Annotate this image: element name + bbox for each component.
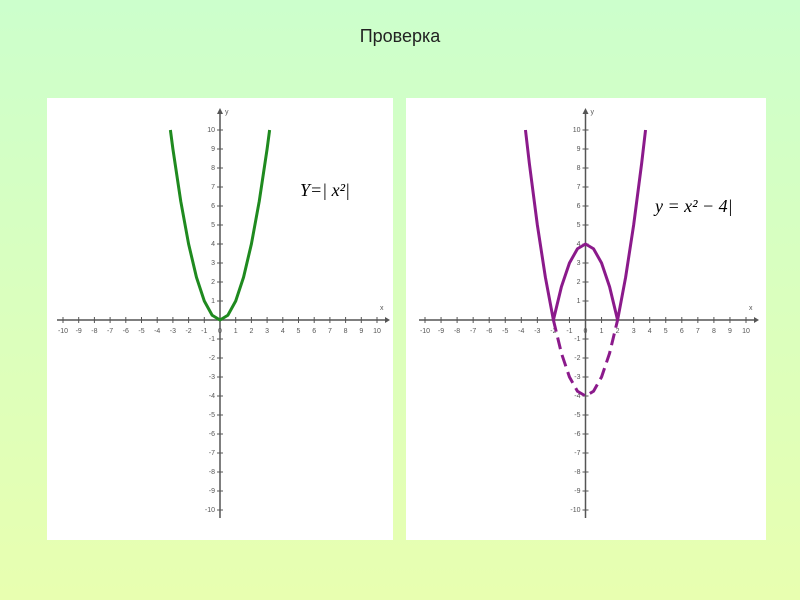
y-tick-label: 8	[211, 165, 215, 172]
y-tick-label: 1	[577, 298, 581, 305]
x-tick-label: -4	[154, 328, 160, 335]
y-tick-label: -7	[209, 450, 215, 457]
x-tick-label: -8	[91, 328, 97, 335]
y-tick-label: 6	[577, 203, 581, 210]
x-tick-label: 9	[359, 328, 363, 335]
y-tick-label: -6	[574, 431, 580, 438]
x-tick-label: 8	[344, 328, 348, 335]
x-tick-label: -7	[470, 328, 476, 335]
y-tick-label: -2	[574, 355, 580, 362]
y-tick-label: 10	[207, 127, 215, 134]
x-tick-label: 7	[328, 328, 332, 335]
x-axis-label: x	[380, 305, 384, 312]
y-tick-label: -9	[209, 488, 215, 495]
x-tick-label: 10	[373, 328, 381, 335]
y-tick-label: -4	[574, 393, 580, 400]
y-tick-label: -1	[574, 336, 580, 343]
x-tick-label: -10	[420, 328, 430, 335]
chart: xy-10 -9 -8 -7 -6 -5 -4 -3 -2 -1 0 1 2 3 4 5 6 7 8 9 10-10-9…	[406, 98, 766, 540]
x-tick-label: -5	[138, 328, 144, 335]
y-tick-label: -3	[209, 374, 215, 381]
curve	[551, 319, 620, 398]
x-axis-label: x	[749, 305, 753, 312]
x-tick-label: 1	[234, 328, 238, 335]
x-tick-label: -1	[201, 328, 207, 335]
chart: xy-10 -9 -8 -7 -6 -5 -4 -3 -2 -1 0 1 2 3 4 5 6 7 8 9 10-10-9…	[47, 98, 393, 540]
x-tick-label: -2	[185, 328, 191, 335]
y-tick-label: 9	[211, 146, 215, 153]
y-tick-label: -1	[209, 336, 215, 343]
y-axis-label: y	[591, 109, 595, 116]
x-tick-label: -9	[438, 328, 444, 335]
y-tick-label: 7	[577, 184, 581, 191]
x-tick-label: 3	[632, 328, 636, 335]
y-tick-label: -10	[570, 507, 580, 514]
y-arrow	[582, 108, 589, 114]
x-tick-label: -6	[123, 328, 129, 335]
x-tick-label: -3	[170, 328, 176, 335]
y-tick-label: 2	[211, 279, 215, 286]
x-tick-label: 2	[249, 328, 253, 335]
y-tick-label: -3	[574, 374, 580, 381]
x-tick-label: -2	[550, 328, 556, 335]
x-tick-label: 3	[265, 328, 269, 335]
x-tick-label: 9	[728, 328, 732, 335]
x-tick-label: 8	[712, 328, 716, 335]
y-tick-label: -5	[574, 412, 580, 419]
y-tick-label: 9	[577, 146, 581, 153]
y-tick-label: 6	[211, 203, 215, 210]
x-tick-label: 6	[680, 328, 684, 335]
y-tick-label: -10	[205, 507, 215, 514]
y-tick-label: 1	[211, 298, 215, 305]
y-tick-label: -2	[209, 355, 215, 362]
x-arrow	[385, 317, 390, 323]
x-tick-label: 7	[696, 328, 700, 335]
y-tick-label: 3	[211, 260, 215, 267]
x-tick-label: 6	[312, 328, 316, 335]
annotation: Y=| x²|	[300, 180, 350, 200]
y-tick-label: -5	[209, 412, 215, 419]
x-tick-label: 10	[742, 328, 750, 335]
x-tick-label: 2	[616, 328, 620, 335]
y-tick-label: 4	[577, 241, 581, 248]
y-tick-label: 2	[577, 279, 581, 286]
x-tick-label: -4	[518, 328, 524, 335]
x-tick-label: -10	[58, 328, 68, 335]
y-tick-label: 8	[577, 165, 581, 172]
x-tick-label: -6	[486, 328, 492, 335]
x-tick-label: 0	[218, 328, 222, 335]
y-tick-label: 10	[573, 127, 581, 134]
curve	[168, 129, 272, 322]
y-tick-label: -7	[574, 450, 580, 457]
x-tick-label: 4	[648, 328, 652, 335]
annotation: y = x² − 4|	[653, 196, 733, 216]
y-tick-label: -8	[574, 469, 580, 476]
y-tick-label: -8	[209, 469, 215, 476]
x-arrow	[754, 317, 759, 323]
y-tick-label: 5	[211, 222, 215, 229]
y-tick-label: 3	[577, 260, 581, 267]
slide-title: Проверка	[360, 26, 442, 46]
y-tick-label: 7	[211, 184, 215, 191]
y-tick-label: -9	[574, 488, 580, 495]
x-tick-label: 5	[297, 328, 301, 335]
y-axis-label: y	[225, 109, 229, 116]
x-tick-label: -5	[502, 328, 508, 335]
x-tick-label: -1	[566, 328, 572, 335]
y-tick-label: 5	[577, 222, 581, 229]
x-tick-label: 1	[600, 328, 604, 335]
curve	[523, 129, 648, 322]
y-tick-label: -4	[209, 393, 215, 400]
x-tick-label: 4	[281, 328, 285, 335]
y-tick-label: 4	[211, 241, 215, 248]
x-tick-label: -3	[534, 328, 540, 335]
y-arrow	[217, 108, 223, 114]
x-tick-label: 0	[584, 328, 588, 335]
x-tick-label: -7	[107, 328, 113, 335]
x-tick-label: -8	[454, 328, 460, 335]
x-tick-label: -9	[76, 328, 82, 335]
x-tick-label: 5	[664, 328, 668, 335]
y-tick-label: -6	[209, 431, 215, 438]
